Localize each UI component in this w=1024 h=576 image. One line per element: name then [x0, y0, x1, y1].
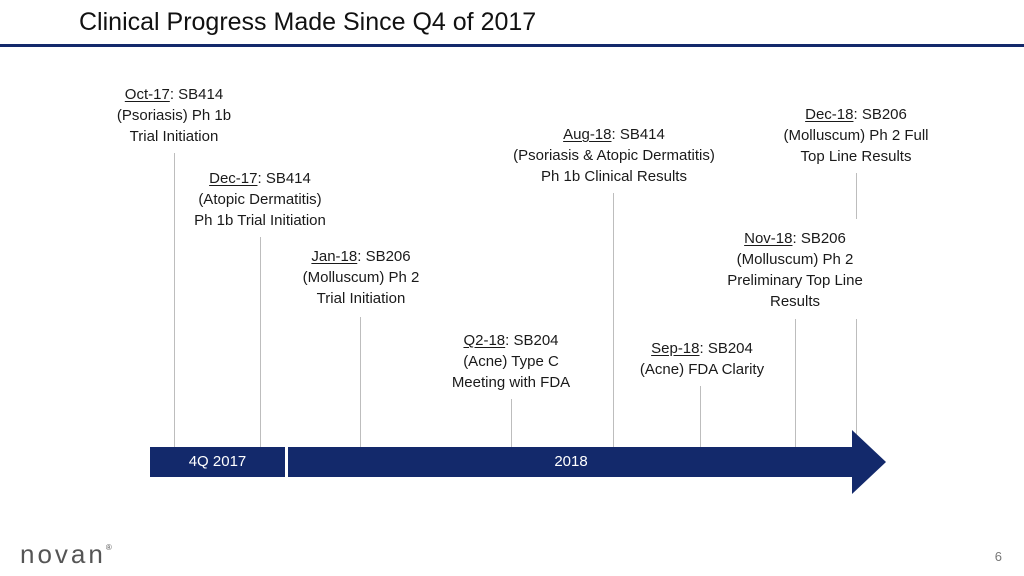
- event-nov-18: Nov-18: SB206 (Molluscum) Ph 2 Prelimina…: [708, 228, 882, 312]
- title-divider: [0, 44, 1024, 47]
- event-date: Dec-18: [805, 106, 854, 123]
- event-milestone: Meeting with FDA: [451, 374, 571, 391]
- event-indication: (Molluscum) Ph 2 Full: [783, 127, 929, 144]
- event-product: : SB414: [611, 126, 665, 143]
- event-product: : SB206: [357, 248, 411, 265]
- connector-line-dec-18-upper: [856, 173, 857, 219]
- connector-line-jan-18: [360, 317, 361, 447]
- event-dec-17: Dec-17: SB414 (Atopic Dermatitis) Ph 1b …: [178, 168, 342, 231]
- event-indication: (Psoriasis & Atopic Dermatitis): [513, 147, 715, 164]
- event-dec-18: Dec-18: SB206 (Molluscum) Ph 2 Full Top …: [762, 104, 950, 167]
- company-logo: novan®: [20, 539, 112, 570]
- event-milestone: Trial Initiation: [316, 290, 406, 307]
- event-indication: (Molluscum) Ph 2: [302, 269, 420, 286]
- connector-line-q2-18: [511, 399, 512, 447]
- event-product: : SB204: [699, 340, 753, 357]
- event-milestone: Top Line Results: [800, 148, 912, 165]
- timeline-segment-2018: [288, 447, 854, 477]
- event-product: : SB206: [792, 230, 846, 247]
- event-indication: (Acne) Type C: [463, 353, 559, 370]
- event-indication: (Psoriasis) Ph 1b: [116, 107, 232, 124]
- event-date: Dec-17: [209, 170, 258, 187]
- event-oct-17: Oct-17: SB414 (Psoriasis) Ph 1b Trial In…: [100, 84, 248, 147]
- connector-line-nov-18: [795, 319, 796, 447]
- timeline-label-4q-2017: 4Q 2017: [188, 453, 247, 470]
- event-milestone-cont: Results: [769, 293, 821, 310]
- event-indication: (Acne) FDA Clarity: [639, 361, 765, 378]
- page-number: 6: [994, 549, 1002, 564]
- event-date: Jan-18: [311, 248, 358, 265]
- event-date: Oct-17: [124, 86, 170, 103]
- event-product: : SB206: [853, 106, 907, 123]
- logo-wordmark: novan: [20, 539, 106, 569]
- event-date: Q2-18: [463, 332, 506, 349]
- event-q2-18: Q2-18: SB204 (Acne) Type C Meeting with …: [436, 330, 586, 393]
- event-milestone: Trial Initiation: [129, 128, 219, 145]
- event-product: : SB204: [505, 332, 559, 349]
- event-jan-18: Jan-18: SB206 (Molluscum) Ph 2 Trial Ini…: [286, 246, 436, 309]
- event-milestone: Preliminary Top Line: [727, 272, 863, 289]
- event-date: Aug-18: [563, 126, 612, 143]
- timeline-segment-4q-2017: [150, 447, 285, 477]
- event-aug-18: Aug-18: SB414 (Psoriasis & Atopic Dermat…: [488, 124, 740, 187]
- connector-line-sep-18: [700, 386, 701, 447]
- logo-registered-mark: ®: [105, 543, 112, 552]
- connector-line-dec-17: [260, 237, 261, 447]
- timeline-arrow-head: [852, 430, 886, 494]
- event-milestone: Ph 1b Clinical Results: [541, 168, 687, 185]
- event-product: : SB414: [257, 170, 311, 187]
- slide-title: Clinical Progress Made Since Q4 of 2017: [79, 8, 537, 36]
- event-product: : SB414: [169, 86, 224, 103]
- event-sep-18: Sep-18: SB204 (Acne) FDA Clarity: [620, 338, 784, 380]
- connector-line-dec-18-lower: [856, 319, 857, 447]
- connector-line-oct-17: [174, 153, 175, 447]
- timeline-label-2018: 2018: [554, 453, 588, 470]
- event-indication: (Molluscum) Ph 2: [736, 251, 854, 268]
- event-date: Sep-18: [651, 340, 700, 357]
- event-date: Nov-18: [744, 230, 793, 247]
- connector-line-aug-18: [613, 193, 614, 447]
- event-indication: (Atopic Dermatitis): [198, 191, 322, 208]
- event-milestone: Ph 1b Trial Initiation: [194, 212, 326, 229]
